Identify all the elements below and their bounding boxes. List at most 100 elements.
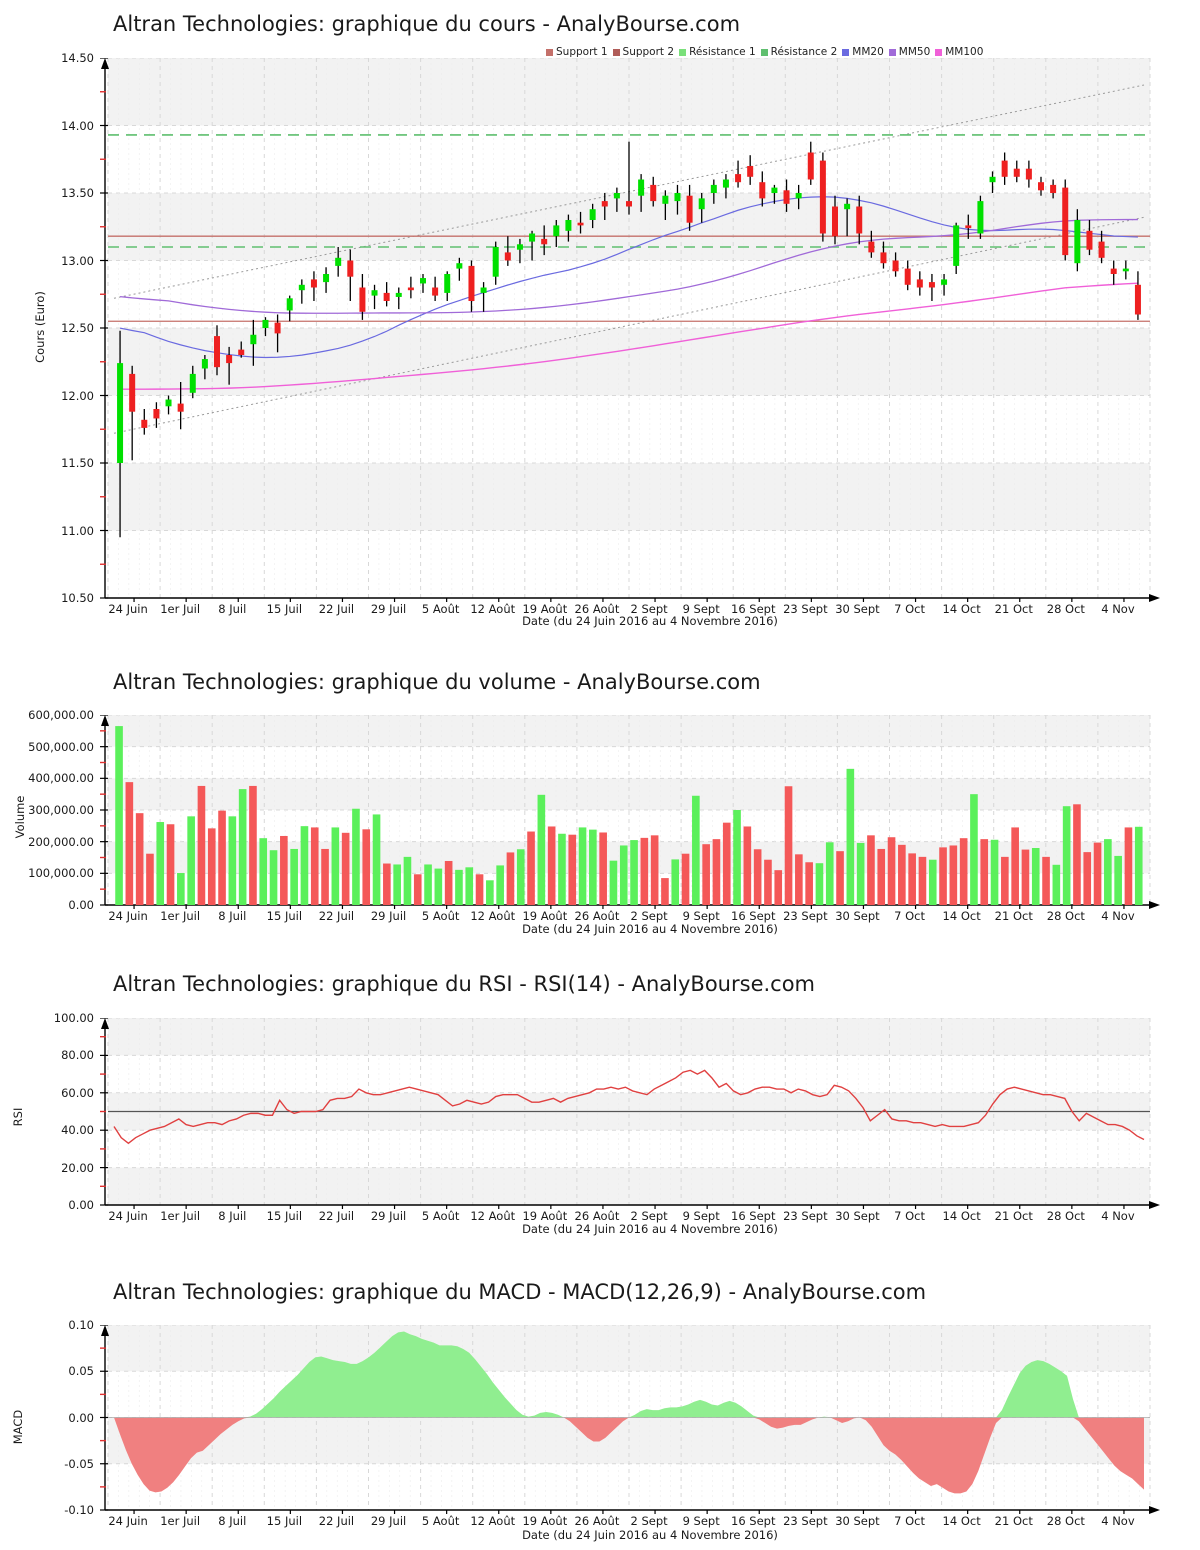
x-tick-label: 29 Juil (370, 1514, 407, 1528)
x-tick-label: 19 Août (522, 602, 568, 616)
x-tick-label: 23 Sept (783, 909, 828, 923)
x-tick-label: 28 Oct (1046, 1209, 1085, 1223)
y-tick-label: 0.05 (68, 1364, 94, 1379)
x-tick-label: 21 Oct (994, 909, 1033, 923)
x-tick-label: 7 Oct (894, 602, 925, 616)
price-x-axis-title: Date (du 24 Juin 2016 au 4 Novembre 2016… (522, 614, 778, 628)
rsi-x-axis-title: Date (du 24 Juin 2016 au 4 Novembre 2016… (522, 1222, 778, 1236)
y-tick-label: 0.10 (68, 1318, 94, 1332)
y-tick-label: 600,000.00 (28, 708, 94, 722)
y-tick-label: 200,000.00 (28, 834, 94, 849)
x-tick-label: 8 Juil (218, 1209, 247, 1223)
legend-label: Résistance 2 (770, 46, 838, 58)
y-tick-label: 10.50 (61, 591, 94, 605)
x-tick-label: 1er Juil (160, 1514, 201, 1528)
x-tick-label: 16 Sept (731, 602, 776, 616)
y-tick-label: 500,000.00 (28, 739, 94, 754)
x-tick-label: 7 Oct (894, 1209, 925, 1223)
macd-x-axis-title: Date (du 24 Juin 2016 au 4 Novembre 2016… (522, 1528, 778, 1542)
legend-item-mm20: MM20 (842, 46, 884, 58)
x-tick-label: 2 Sept (630, 1209, 668, 1223)
legend-item-support-2: Support 2 (612, 46, 675, 58)
x-tick-label: 12 Août (470, 602, 516, 616)
x-tick-label: 15 Juil (266, 1514, 303, 1528)
y-tick-label: 13.00 (61, 253, 94, 268)
volume-chart-title: Altran Technologies: graphique du volume… (113, 670, 761, 694)
y-tick-label: 11.50 (61, 456, 94, 470)
x-tick-label: 9 Sept (682, 602, 720, 616)
y-tick-label: 0.00 (68, 1198, 94, 1212)
x-tick-label: 2 Sept (630, 1514, 668, 1528)
legend-label: Support 1 (556, 46, 608, 58)
macd-plot-area[interactable] (100, 1325, 1160, 1514)
x-tick-label: 14 Oct (942, 1209, 981, 1223)
y-tick-label: 0.00 (68, 1410, 94, 1425)
volume-chart-panel: Altran Technologies: graphique du volume… (0, 660, 1200, 950)
y-tick-label: -0.05 (64, 1456, 94, 1471)
y-tick-label: 11.00 (61, 523, 94, 538)
x-tick-label: 9 Sept (682, 1209, 720, 1223)
x-tick-label: 21 Oct (994, 1209, 1033, 1223)
legend-item-support-1: Support 1 (546, 46, 608, 58)
legend-swatch-icon (679, 49, 687, 56)
macd-chart-panel: Altran Technologies: graphique du MACD -… (0, 1280, 1200, 1550)
x-tick-label: 22 Juil (318, 909, 355, 923)
legend-item-mm50: MM50 (888, 46, 931, 58)
x-tick-label: 5 Août (421, 1514, 460, 1528)
price-plot-area[interactable] (100, 58, 1160, 602)
volume-plot-area[interactable] (100, 715, 1160, 909)
x-tick-label: 28 Oct (1046, 602, 1085, 616)
x-tick-label: 15 Juil (266, 909, 303, 923)
x-tick-label: 16 Sept (731, 909, 776, 923)
x-tick-label: 8 Juil (218, 909, 247, 923)
x-tick-label: 1er Juil (160, 909, 201, 923)
y-tick-label: 12.50 (61, 321, 94, 335)
x-tick-label: 14 Oct (942, 602, 981, 616)
x-tick-label: 28 Oct (1046, 909, 1085, 923)
legend-item-mm100: MM100 (935, 46, 983, 58)
legend-swatch-icon (546, 49, 553, 56)
x-tick-label: 14 Oct (942, 909, 981, 923)
price-chart-title: Altran Technologies: graphique du cours … (113, 12, 741, 36)
x-tick-label: 23 Sept (783, 1209, 828, 1223)
x-tick-label: 30 Sept (835, 602, 880, 616)
x-tick-label: 4 Nov (1101, 1514, 1135, 1528)
x-tick-label: 12 Août (470, 1209, 516, 1223)
x-tick-label: 22 Juil (318, 1209, 355, 1223)
legend-swatch-icon (760, 49, 768, 56)
x-tick-label: 2 Sept (630, 602, 668, 616)
legend-swatch-icon (888, 49, 896, 56)
y-tick-label: 12.00 (61, 388, 94, 403)
y-tick-label: 80.00 (61, 1048, 94, 1063)
x-tick-label: 24 Juin (108, 1209, 148, 1223)
rsi-chart-panel: Altran Technologies: graphique du RSI - … (0, 960, 1200, 1250)
macd-chart-title: Altran Technologies: graphique du MACD -… (113, 1280, 927, 1304)
x-tick-label: 26 Août (574, 1514, 620, 1528)
x-tick-label: 30 Sept (835, 1209, 880, 1223)
x-tick-label: 26 Août (574, 1209, 620, 1223)
x-tick-label: 4 Nov (1101, 909, 1135, 923)
x-tick-label: 19 Août (522, 909, 568, 923)
rsi-plot-area[interactable] (100, 1018, 1160, 1209)
y-tick-label: 400,000.00 (28, 771, 94, 786)
x-tick-label: 29 Juil (370, 909, 407, 923)
legend-label: MM50 (898, 46, 931, 58)
legend-swatch-icon (612, 49, 620, 56)
legend-label: MM20 (852, 46, 884, 58)
legend-label: Support 2 (622, 46, 675, 58)
x-tick-label: 4 Nov (1101, 1209, 1135, 1223)
x-tick-label: 24 Juin (108, 909, 148, 923)
x-tick-label: 5 Août (421, 909, 460, 923)
x-tick-label: 7 Oct (894, 1514, 925, 1528)
legend-item-r-sistance-2: Résistance 2 (760, 46, 838, 58)
x-tick-label: 22 Juil (318, 602, 355, 616)
x-tick-label: 5 Août (421, 602, 460, 616)
legend-label: Résistance 1 (689, 46, 756, 58)
rsi-chart-title: Altran Technologies: graphique du RSI - … (113, 972, 816, 996)
y-tick-label: 20.00 (61, 1160, 94, 1175)
x-tick-label: 28 Oct (1046, 1514, 1085, 1528)
x-tick-label: 9 Sept (682, 1514, 720, 1528)
rsi-y-axis-title: RSI (11, 1107, 25, 1127)
x-tick-label: 24 Juin (108, 1514, 148, 1528)
